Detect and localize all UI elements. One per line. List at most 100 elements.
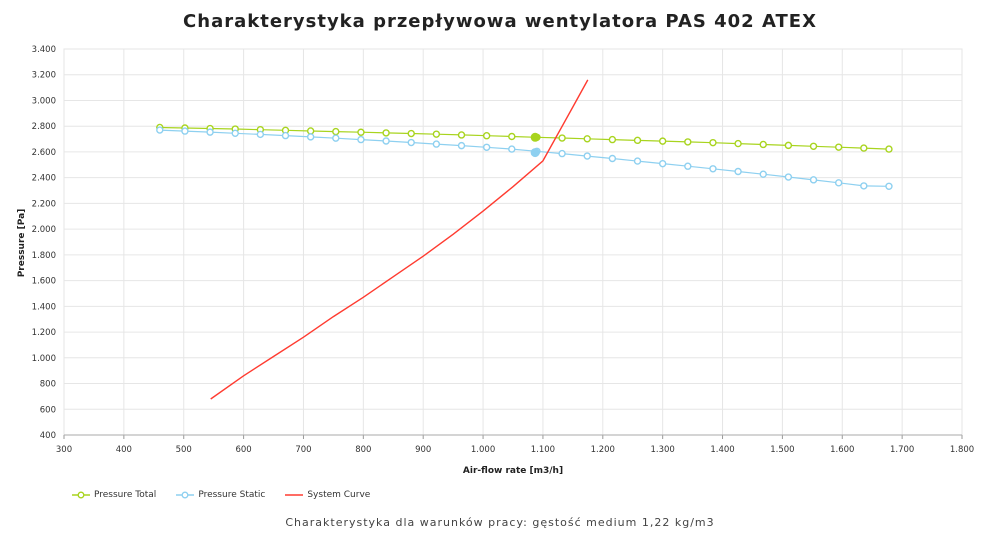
pressure-static-point: [332, 134, 340, 142]
y-tick-label: 1.200: [32, 328, 56, 338]
chart-grid: [63, 48, 963, 436]
pressure-total-point: [809, 142, 818, 150]
pressure-static-point: [306, 133, 315, 141]
pressure-total-point: [432, 130, 441, 138]
legend-swatch: [72, 491, 90, 499]
pressure-total-point: [633, 136, 642, 145]
pressure-static-line: [159, 129, 890, 187]
pressure-static-point: [583, 152, 591, 160]
pressure-total-point: [834, 143, 843, 151]
pressure-total-point: [332, 127, 340, 136]
pressure-static-point: [658, 159, 667, 168]
y-tick-label: 2.600: [32, 148, 56, 158]
pressure-total-point: [709, 138, 717, 147]
pressure-static-point: [357, 135, 365, 144]
y-tick-label: 1.800: [32, 251, 56, 261]
x-tick-label: 700: [295, 445, 311, 455]
y-tick-label: 2.000: [32, 225, 56, 235]
pressure-static-point: [633, 157, 642, 165]
pressure-static-operating-point: [530, 148, 540, 158]
chart-legend: Pressure Total Pressure Static System Curv…: [72, 490, 370, 500]
pressure-static-point: [784, 173, 793, 181]
x-tick-label: 1.500: [770, 445, 794, 455]
legend-item-system-curve[interactable]: System Curve: [285, 490, 370, 500]
pressure-total-point: [482, 132, 491, 140]
pressure-total-point: [382, 129, 390, 137]
pressure-static-point: [407, 138, 415, 147]
pressure-static-point: [508, 145, 516, 153]
pressure-static-point: [482, 143, 491, 152]
legend-item-pressure-total[interactable]: Pressure Total: [72, 490, 156, 500]
pressure-static-point: [860, 182, 868, 190]
pressure-static-point: [256, 130, 265, 139]
pressure-static-point: [457, 141, 466, 150]
legend-label: System Curve: [307, 490, 371, 500]
pressure-static-point: [231, 129, 239, 137]
x-tick-label: 1.600: [830, 445, 854, 455]
system-curve-line: [210, 79, 589, 400]
x-tick-label: 600: [235, 445, 251, 455]
pressure-total-point: [734, 139, 742, 148]
y-tick-label: 1.600: [32, 277, 56, 287]
pressure-static-point: [759, 170, 767, 178]
y-tick-label: 2.800: [32, 122, 56, 132]
x-tick-label: 1.200: [591, 445, 615, 455]
legend-label: Pressure Total: [94, 490, 157, 500]
pressure-total-point: [407, 129, 415, 138]
pressure-total-point: [608, 135, 617, 144]
pressure-static-point: [432, 140, 441, 148]
x-tick-label: 900: [415, 445, 431, 455]
x-tick-label: 1.100: [531, 445, 555, 455]
pressure-total-point: [759, 140, 767, 149]
x-tick-label: 1.000: [471, 445, 495, 455]
chart-series: [156, 79, 893, 400]
pressure-static-point: [684, 162, 692, 170]
y-tick-label: 3.000: [32, 96, 56, 106]
pressure-static-point: [608, 154, 617, 163]
y-axis-label: Pressure [Pa]: [17, 209, 27, 278]
x-tick-label: 400: [116, 445, 132, 455]
y-tick-label: 2.200: [32, 199, 56, 209]
chart-title: Charakterystyka przepływowa wentylatora …: [183, 11, 817, 32]
y-tick-label: 1.000: [32, 354, 56, 364]
legend-swatch: [176, 491, 195, 499]
x-tick-label: 1.300: [650, 445, 674, 455]
chart-caption: Charakterystyka dla warunków pracy: gęst…: [285, 516, 715, 529]
legend-item-pressure-static[interactable]: Pressure Static: [176, 490, 265, 500]
x-tick-label: 1.800: [950, 445, 974, 455]
pressure-static-point: [558, 149, 566, 158]
pressure-total-operating-point: [530, 132, 540, 142]
x-tick-label: 500: [176, 445, 192, 455]
y-tick-label: 2.400: [32, 174, 56, 184]
pressure-static-point: [206, 128, 214, 136]
pressure-total-point: [885, 145, 893, 153]
y-tick-label: 3.200: [32, 71, 56, 81]
legend-swatch: [285, 494, 304, 496]
y-tick-label: 400: [40, 431, 56, 441]
pressure-total-point: [306, 127, 315, 135]
pressure-static-point: [734, 167, 742, 176]
pressure-total-point: [558, 134, 566, 142]
chart-axes: 400 600 800 1.000 1.200 1.400 1.600 1.800 2.000 2…: [32, 45, 975, 455]
pressure-total-point: [583, 135, 591, 143]
y-tick-label: 3.400: [32, 45, 56, 55]
y-tick-label: 800: [40, 380, 56, 390]
pressure-static-point: [885, 182, 893, 190]
pressure-total-point: [357, 128, 365, 136]
pressure-static-point: [156, 126, 164, 134]
x-tick-label: 1.700: [890, 445, 914, 455]
pressure-static-point: [809, 176, 818, 184]
x-tick-label: 300: [56, 445, 72, 455]
x-tick-label: 1.400: [710, 445, 734, 455]
pressure-static-point: [834, 179, 843, 187]
y-tick-label: 600: [40, 405, 56, 415]
x-axis-label: Air-flow rate [m3/h]: [463, 466, 563, 476]
pressure-total-point: [784, 141, 793, 150]
pressure-total-point: [860, 144, 868, 152]
pressure-static-point: [181, 127, 189, 135]
x-tick-label: 800: [355, 445, 371, 455]
pressure-total-line: [159, 126, 890, 150]
plot-frame: [63, 48, 963, 436]
legend-label: Pressure Static: [198, 490, 266, 500]
